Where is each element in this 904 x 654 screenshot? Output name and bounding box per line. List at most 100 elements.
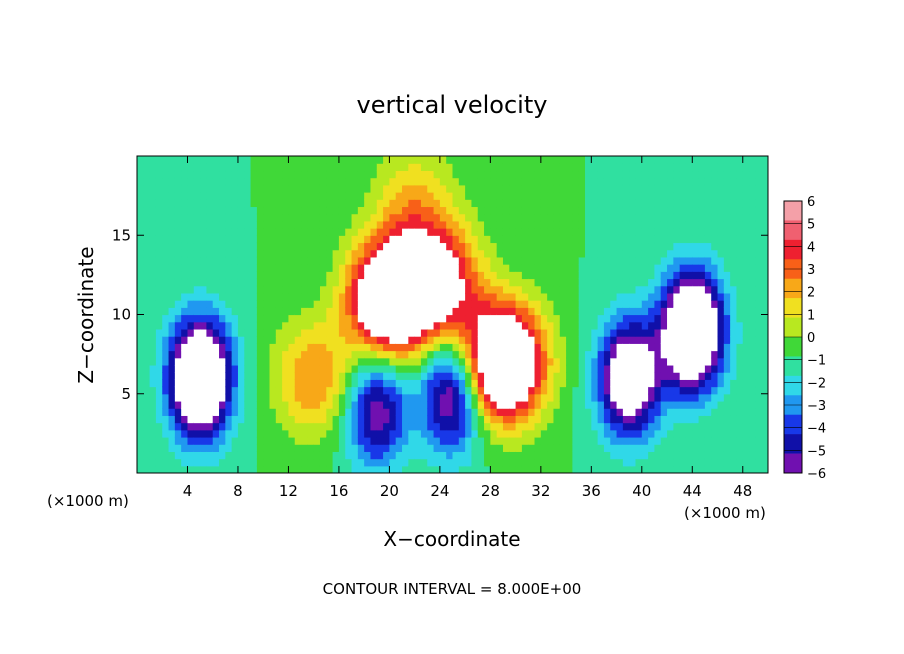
field-cell bbox=[319, 343, 327, 352]
field-cell bbox=[212, 177, 220, 186]
field-cell bbox=[698, 300, 706, 308]
field-cell bbox=[137, 379, 144, 388]
field-cell bbox=[723, 256, 731, 265]
field-cell bbox=[219, 408, 226, 416]
field-cell bbox=[338, 192, 346, 200]
field-cell bbox=[338, 278, 346, 287]
field-cell bbox=[547, 163, 555, 172]
field-cell bbox=[402, 386, 409, 395]
field-cell bbox=[717, 170, 725, 179]
field-cell bbox=[250, 256, 258, 265]
field-cell bbox=[200, 350, 208, 359]
field-cell bbox=[477, 177, 485, 186]
field-cell bbox=[597, 256, 605, 265]
field-cell bbox=[490, 451, 498, 460]
field-cell bbox=[553, 429, 561, 438]
field-cell bbox=[502, 199, 510, 208]
field-cell bbox=[332, 163, 340, 172]
field-cell bbox=[294, 350, 302, 359]
field-cell bbox=[206, 177, 214, 186]
field-cell bbox=[168, 321, 176, 330]
field-cell bbox=[610, 220, 618, 229]
field-cell bbox=[578, 429, 586, 438]
field-cell bbox=[301, 271, 308, 280]
field-cell bbox=[332, 264, 340, 272]
field-cell bbox=[420, 400, 428, 409]
field-cell bbox=[408, 321, 416, 330]
field-cell bbox=[484, 228, 491, 236]
field-cell bbox=[402, 292, 409, 301]
field-cell bbox=[635, 357, 643, 366]
field-cell bbox=[155, 242, 163, 251]
field-cell bbox=[212, 213, 220, 222]
field-cell bbox=[345, 228, 353, 236]
field-cell bbox=[446, 163, 454, 172]
field-cell bbox=[490, 415, 498, 424]
field-cell bbox=[673, 436, 681, 445]
field-cell bbox=[345, 451, 353, 460]
field-cell bbox=[553, 249, 561, 258]
field-cell bbox=[137, 192, 144, 200]
field-cell bbox=[730, 444, 738, 452]
field-cell bbox=[155, 292, 163, 301]
field-cell bbox=[288, 163, 296, 172]
field-cell bbox=[540, 444, 548, 452]
field-cell bbox=[755, 235, 763, 244]
field-cell bbox=[610, 393, 618, 402]
field-cell bbox=[736, 436, 744, 445]
field-cell bbox=[149, 364, 157, 373]
field-cell bbox=[547, 292, 555, 301]
field-cell bbox=[616, 199, 624, 208]
field-cell bbox=[660, 206, 668, 215]
field-cell bbox=[629, 192, 637, 200]
field-cell bbox=[553, 321, 561, 330]
field-cell bbox=[572, 228, 580, 236]
field-cell bbox=[282, 451, 290, 460]
field-cell bbox=[610, 343, 618, 352]
field-cell bbox=[585, 264, 592, 272]
field-cell bbox=[420, 415, 428, 424]
field-cell bbox=[231, 422, 239, 431]
field-cell bbox=[357, 357, 365, 366]
field-cell bbox=[294, 170, 302, 179]
field-cell bbox=[414, 163, 422, 172]
field-cell bbox=[711, 199, 719, 208]
field-cell bbox=[471, 444, 479, 452]
field-cell bbox=[212, 292, 220, 301]
field-cell bbox=[389, 156, 397, 164]
field-cell bbox=[458, 415, 466, 424]
field-cell bbox=[534, 292, 542, 301]
field-cell bbox=[547, 379, 555, 388]
field-cell bbox=[723, 285, 731, 294]
field-cell bbox=[282, 256, 290, 265]
field-cell bbox=[585, 184, 592, 193]
field-cell bbox=[502, 192, 510, 200]
field-cell bbox=[294, 429, 302, 438]
field-cell bbox=[496, 220, 504, 229]
field-cell bbox=[717, 393, 725, 402]
field-cell bbox=[275, 328, 283, 337]
field-cell bbox=[591, 235, 599, 244]
field-cell bbox=[502, 300, 510, 308]
field-cell bbox=[237, 336, 245, 344]
field-cell bbox=[496, 429, 504, 438]
field-cell bbox=[490, 235, 498, 244]
field-cell bbox=[313, 408, 321, 416]
field-cell bbox=[155, 415, 163, 424]
chart-title: vertical velocity bbox=[357, 91, 548, 119]
field-cell bbox=[452, 343, 460, 352]
field-cell bbox=[477, 393, 485, 402]
field-cell bbox=[534, 422, 542, 431]
field-cell bbox=[282, 429, 290, 438]
field-cell bbox=[351, 465, 359, 473]
field-cell bbox=[755, 364, 763, 373]
field-cell bbox=[654, 170, 662, 179]
field-cell bbox=[641, 235, 649, 244]
field-cell bbox=[679, 444, 687, 452]
field-cell bbox=[679, 372, 687, 380]
field-cell bbox=[616, 357, 624, 366]
field-cell bbox=[137, 357, 144, 366]
field-cell bbox=[667, 364, 674, 373]
field-cell bbox=[225, 393, 233, 402]
field-cell bbox=[143, 357, 151, 366]
